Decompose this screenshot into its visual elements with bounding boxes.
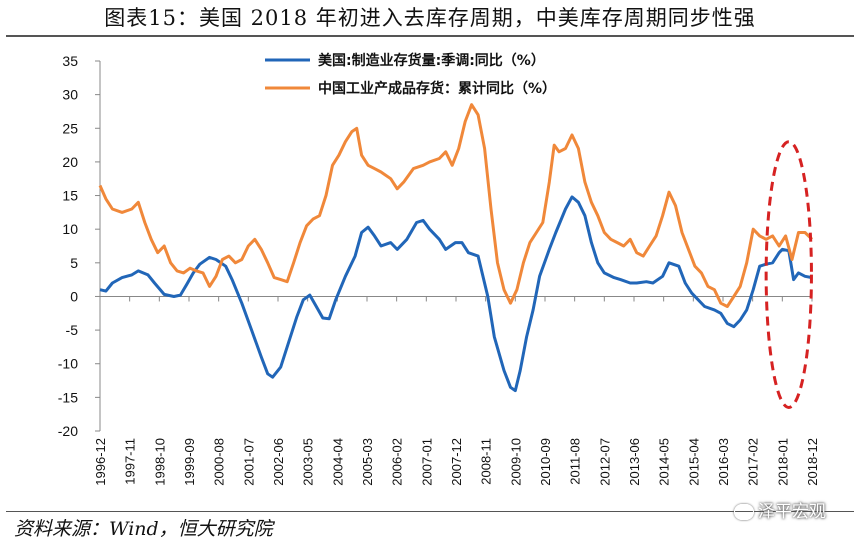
watermark-text: 泽平宏观 (758, 502, 826, 522)
chart-series (98, 103, 814, 393)
x-tick-label: 2017-02 (746, 438, 761, 486)
chart-legend: 美国:制造业存货量:季调:同比（%） 中国工业产成品存货：累计同比（%） (265, 52, 556, 97)
source-note: 资料来源：Wind，恒大研究院 (14, 518, 273, 540)
watermark: 泽平宏观 (734, 497, 826, 522)
x-axis: 1996-12 1997-11 1998-10 1999-09 2000-08 2001-… (93, 295, 820, 486)
x-tick-label: 2006-02 (390, 438, 405, 486)
y-axis: 35 30 25 20 15 10 5 0 -5 -10 -15 -20 (58, 53, 101, 439)
x-tick-label: 2011-08 (568, 438, 583, 485)
y-tick-label: 10 (62, 221, 78, 237)
y-tick-label: 25 (62, 120, 78, 136)
x-tick-label: 2018-12 (805, 438, 820, 486)
series-line-us (99, 195, 813, 393)
x-tick-label: 2001-07 (241, 438, 256, 486)
series-line-cn (98, 103, 814, 308)
y-tick-label: 35 (62, 53, 78, 69)
x-tick-label: 2018-01 (775, 438, 790, 486)
chart-title: 图表15：美国 2018 年初进入去库存周期，中美库存周期同步性强 (104, 6, 756, 30)
x-tick-label: 2010-09 (538, 438, 553, 486)
y-tick-label: 5 (70, 255, 78, 271)
x-tick-label: 2004-04 (330, 438, 345, 486)
x-tick-label: 2014-05 (657, 438, 672, 486)
legend-label-cn: 中国工业产成品存货：累计同比（%） (318, 80, 556, 97)
x-tick-label: 2005-03 (360, 438, 375, 486)
wechat-logo-icon (734, 504, 754, 520)
legend-label-us: 美国:制造业存货量:季调:同比（%） (318, 52, 545, 69)
footer-divider (6, 511, 854, 512)
x-tick-label: 2008-11 (479, 438, 494, 485)
x-tick-label: 1997-11 (123, 438, 138, 485)
y-tick-label: -20 (58, 423, 78, 439)
chart-annotations (764, 140, 813, 409)
x-tick-label: 2007-12 (449, 438, 464, 486)
x-tick-label: 2003-05 (301, 438, 316, 486)
y-tick-label: 0 (70, 288, 78, 304)
y-tick-label: 15 (62, 188, 78, 204)
x-tick-label: 1998-10 (152, 438, 167, 486)
y-tick-label: 30 (62, 87, 78, 103)
y-tick-label: -15 (58, 389, 78, 405)
x-tick-label: 1999-09 (182, 438, 197, 486)
y-tick-label: -10 (58, 356, 78, 372)
x-tick-label: 2000-08 (212, 438, 227, 486)
y-tick-label: 20 (62, 154, 78, 170)
title-divider (6, 35, 854, 37)
y-tick-label: -5 (66, 322, 79, 338)
x-tick-label: 2009-10 (508, 438, 523, 486)
x-tick-label: 1996-12 (93, 438, 108, 486)
x-tick-label: 2002-06 (271, 438, 286, 486)
x-tick-label: 2016-03 (716, 438, 731, 486)
x-tick-label: 2012-07 (597, 438, 612, 486)
x-tick-label: 2015-04 (686, 438, 701, 486)
x-tick-label: 2013-06 (627, 438, 642, 486)
x-tick-label: 2007-01 (419, 438, 434, 486)
highlight-ellipse (764, 140, 813, 409)
